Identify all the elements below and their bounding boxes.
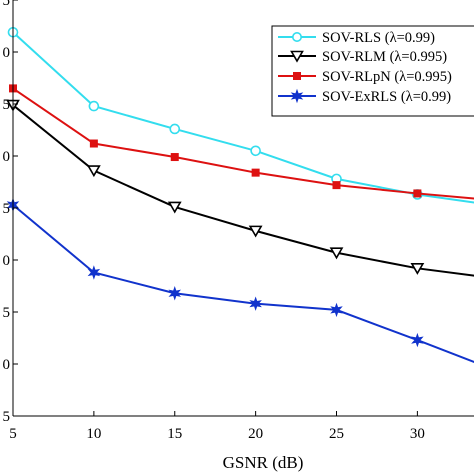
x-axis-label: GSNR (dB) [223, 453, 304, 472]
series-layer [6, 26, 474, 363]
legend-label: SOV-RLM (λ=0.995) [322, 49, 447, 65]
data-point [410, 263, 425, 275]
legend-label: SOV-ExRLS (λ=0.99) [322, 89, 451, 105]
data-point [411, 332, 424, 348]
y-tick-label: 0 [3, 253, 11, 269]
data-point [251, 168, 260, 177]
ticks: 5 10 15 20 25 30 5 0 5 0 5 0 5 0 5 [3, 0, 425, 442]
legend-entry-sov-rls: SOV-RLS (λ=0.99) [278, 30, 435, 46]
data-point [168, 286, 182, 301]
series-sov-rlm [6, 99, 474, 277]
y-tick-label: 5 [3, 305, 11, 321]
data-point [329, 247, 344, 260]
x-tick-label: 15 [167, 426, 182, 442]
series-line [12, 204, 474, 363]
data-point [167, 201, 182, 214]
legend-marker-star-icon [290, 88, 304, 104]
data-point [88, 100, 100, 112]
legend-marker-triangle-icon [290, 50, 304, 63]
data-point [89, 139, 98, 148]
x-tick-label: 10 [86, 426, 101, 442]
legend-label: SOV-RLpN (λ=0.995) [322, 69, 452, 85]
y-tick-label: 0 [3, 45, 11, 61]
legend-entry-sov-exrls: SOV-ExRLS (λ=0.99) [278, 88, 451, 105]
x-tick-label: 25 [329, 426, 344, 442]
legend-entry-sov-rlm: SOV-RLM (λ=0.995) [278, 49, 447, 65]
x-tick-label: 20 [248, 426, 263, 442]
y-tick-label: 5 [3, 97, 11, 113]
legend-label: SOV-RLS (λ=0.99) [322, 30, 435, 46]
data-point [250, 145, 261, 157]
data-point [249, 296, 262, 311]
data-point [87, 265, 101, 280]
legend: SOV-RLS (λ=0.99) SOV-RLM (λ=0.995) SOV-R… [271, 25, 474, 117]
data-point [169, 123, 181, 135]
data-point [413, 189, 422, 198]
legend-marker-square-icon [293, 72, 301, 80]
x-tick-label: 30 [410, 426, 425, 442]
data-point [170, 153, 179, 162]
data-point [330, 302, 343, 318]
data-point [248, 225, 263, 238]
y-tick-label: 5 [3, 409, 11, 425]
y-tick-label: 5 [3, 0, 11, 9]
legend-marker-circle-icon [291, 31, 302, 42]
legend-box [271, 25, 474, 117]
y-tick-label: 0 [3, 357, 11, 373]
y-tick-label: 5 [3, 201, 11, 217]
data-point [332, 181, 341, 190]
y-tick-label: 0 [3, 149, 11, 165]
x-tick-label: 5 [9, 426, 17, 442]
legend-entry-sov-rlpn: SOV-RLpN (λ=0.995) [278, 69, 452, 85]
data-point [86, 165, 101, 178]
